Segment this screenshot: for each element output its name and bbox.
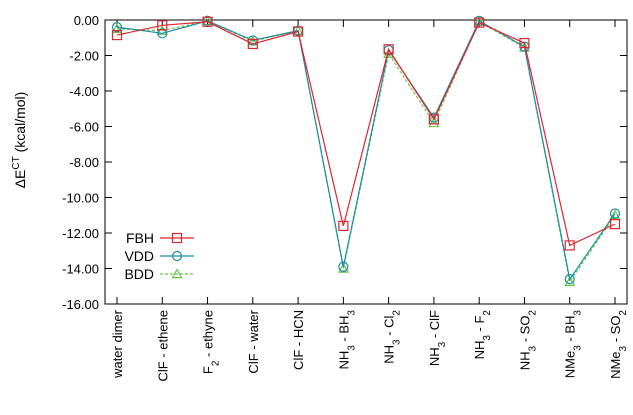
y-tick-label: 0.00 bbox=[74, 13, 99, 28]
y-tick-label: -14.00 bbox=[62, 262, 99, 277]
data-point-bdd bbox=[292, 24, 304, 35]
data-point-fbh bbox=[338, 220, 349, 231]
series-line-bdd bbox=[116, 20, 616, 284]
x-tick-label: NH3 - BH3 bbox=[336, 310, 357, 370]
legend-label-bdd: BDD bbox=[124, 266, 154, 282]
data-point-bdd bbox=[609, 209, 621, 220]
y-tick-label: -4.00 bbox=[69, 84, 99, 99]
y-axis-label: ΔECT (kcal/mol) bbox=[11, 92, 28, 189]
data-point-bdd bbox=[202, 15, 214, 26]
data-point-fbh bbox=[202, 16, 213, 27]
data-point-fbh bbox=[564, 240, 575, 251]
x-tick-label: F2 - ethyne bbox=[201, 310, 222, 374]
data-point-vdd bbox=[609, 208, 621, 219]
x-tick-label: NH3 - Cl2 bbox=[382, 310, 403, 364]
data-point-fbh bbox=[111, 29, 123, 41]
x-tick-label: NH3 - ClF bbox=[427, 310, 448, 366]
data-point-bdd bbox=[111, 23, 123, 34]
data-point-fbh bbox=[609, 219, 621, 230]
x-tick-label: ClF - water bbox=[246, 309, 261, 373]
y-tick-label: -10.00 bbox=[62, 191, 99, 206]
y-tick-label: -6.00 bbox=[69, 120, 99, 135]
series-line-vdd bbox=[116, 20, 616, 281]
y-tick-label: -12.00 bbox=[62, 226, 99, 241]
y-tick-label: -8.00 bbox=[69, 155, 99, 170]
data-point-fbh bbox=[247, 38, 258, 50]
data-point-fbh bbox=[428, 114, 440, 125]
data-point-fbh bbox=[474, 17, 485, 28]
legend-marker-fbh bbox=[171, 232, 183, 244]
x-tick-label: NMe3 - SO2 bbox=[608, 310, 629, 379]
data-point-vdd bbox=[157, 28, 168, 39]
data-point-vdd bbox=[338, 261, 349, 272]
x-tick-label: ClF - HCN bbox=[291, 310, 306, 370]
legend-marker-bdd bbox=[171, 268, 183, 279]
data-point-fbh bbox=[157, 20, 168, 31]
legend-label-fbh: FBH bbox=[126, 230, 154, 246]
x-tick-label: NH3 - F2 bbox=[472, 310, 493, 360]
plot-frame bbox=[104, 19, 628, 305]
x-tick-label: NMe3 - BH3 bbox=[563, 310, 584, 379]
data-point-bdd bbox=[564, 276, 576, 287]
data-point-fbh bbox=[292, 26, 304, 37]
plot-area: 0.00 -2.00 -4.00 -6.00 -8.00 -10.00 -12.00 -14.… bbox=[62, 13, 628, 382]
y-tick-label: -2.00 bbox=[69, 49, 99, 64]
legend-marker-vdd bbox=[171, 250, 183, 262]
legend: FBH VDD BDD bbox=[124, 230, 194, 282]
data-point-vdd bbox=[111, 22, 123, 33]
data-point-bdd bbox=[337, 262, 349, 273]
data-point-fbh bbox=[519, 37, 530, 49]
x-tick-label: NH3 - SO2 bbox=[517, 310, 538, 371]
x-tick-label: ClF - ethene bbox=[155, 310, 170, 382]
x-tick-label: water dimer bbox=[110, 309, 125, 379]
data-point-vdd bbox=[564, 274, 575, 285]
series-line-fbh bbox=[116, 21, 616, 247]
y-tick-label: -16.00 bbox=[62, 297, 99, 312]
data-point-bdd bbox=[428, 117, 440, 128]
legend-label-vdd: VDD bbox=[124, 248, 154, 264]
data-point-fbh bbox=[383, 44, 394, 55]
